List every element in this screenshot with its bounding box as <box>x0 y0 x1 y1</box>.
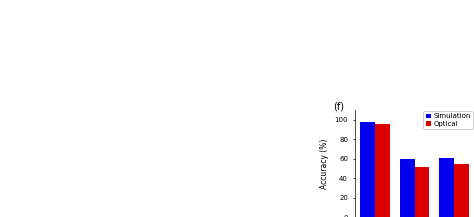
Bar <box>414 167 429 217</box>
Bar <box>400 159 414 217</box>
Legend: Simulation, Optical: Simulation, Optical <box>423 111 473 129</box>
Bar <box>454 163 469 217</box>
Bar <box>360 122 375 217</box>
Y-axis label: Accuracy (%): Accuracy (%) <box>320 138 329 189</box>
Bar <box>375 124 390 217</box>
Bar <box>439 158 454 217</box>
Text: (f): (f) <box>334 101 345 112</box>
